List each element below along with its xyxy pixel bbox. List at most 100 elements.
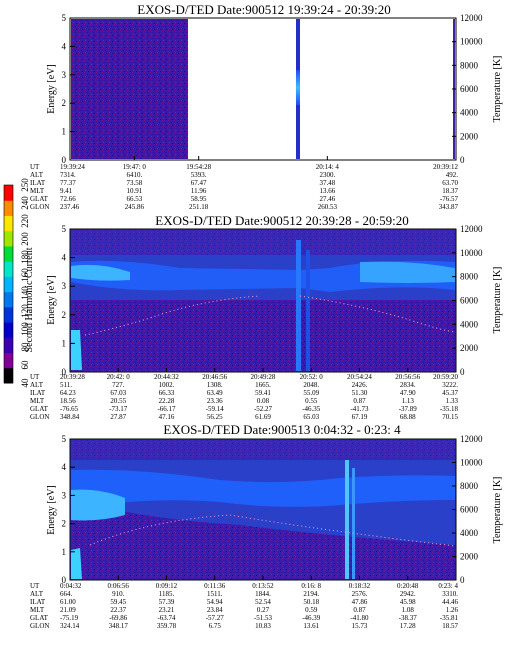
panel-3-temperature-axis: 0 2000 4000 6000 8000 10000 12000: [452, 434, 483, 585]
panel-2-low-energy-region: [71, 300, 455, 371]
orbit-cell-alt: 2834.: [400, 381, 416, 389]
orbit-cell-mlt: 1.33: [446, 397, 459, 405]
orbit-cell-ilat: 55.09: [303, 389, 319, 397]
panel-3-data-stripe-2: [352, 468, 355, 579]
orbit-cell-glat: -41.80: [350, 614, 369, 622]
orbit-cell-ilat: 50.18: [303, 598, 319, 606]
panel-2-ytick-label: 5: [62, 224, 67, 234]
colorbar: 40 60 80 100 120 140 160 180 200 220 240 250 Second…: [3, 178, 35, 388]
orbit-row-name: ILAT: [30, 179, 46, 187]
orbit-cell-ilat: 73.58: [126, 179, 142, 187]
orbit-cell-glat: 66.53: [126, 195, 142, 203]
orbit-cell-glat: -63.74: [157, 614, 176, 622]
orbit-cell-ut: 20:54:24: [347, 373, 372, 381]
panel-2-rtick-label: 6000: [460, 296, 479, 306]
panel-1-rtick-label: 10000: [460, 37, 483, 47]
panel-1-data-stripe-peak: [296, 70, 300, 105]
panel-3-temperature-label: Temperature [K]: [492, 477, 503, 544]
panel-1-temperature-axis: 0 2000 4000 6000 8000 10000 12000: [452, 13, 483, 165]
colorbar-cell: [4, 367, 13, 384]
panel-1-ylabel: Energy [eV]: [46, 64, 57, 114]
orbit-cell-glon: 18.57: [442, 622, 458, 630]
orbit-cell-mlt: 10.91: [126, 187, 142, 195]
orbit-cell-glon: 348.17: [109, 622, 129, 630]
orbit-cell-glon: 70.15: [442, 413, 458, 421]
orbit-cell-ut: 0:04:32: [60, 582, 82, 590]
orbit-cell-alt: 1308.: [207, 381, 223, 389]
orbit-cell-glon: 27.87: [110, 413, 126, 421]
orbit-cell-mlt: 23.84: [207, 606, 223, 614]
colorbar-tick-label: 160: [20, 268, 30, 282]
orbit-cell-glon: 15.73: [352, 622, 368, 630]
orbit-cell-ilat: 44.46: [442, 598, 458, 606]
panel-2-ytick-label: 3: [62, 281, 67, 291]
orbit-cell-mlt: 1.13: [402, 397, 415, 405]
panel-1-ytick-label: 4: [62, 41, 67, 51]
orbit-cell-ilat: 64.23: [60, 389, 76, 397]
orbit-cell-ilat: 37.48: [319, 179, 335, 187]
panel-3-rtick-label: 12000: [460, 434, 483, 444]
orbit-cell-alt: 664.: [60, 590, 73, 598]
panel-3-band: [71, 469, 455, 510]
colorbar-cell: [4, 322, 13, 338]
panel-3-ytick-label: 3: [62, 490, 67, 500]
orbit-cell-mlt: 18.56: [60, 397, 76, 405]
panel-3-ytick-label: 2: [62, 519, 67, 529]
orbit-cell-glon: 17.28: [400, 622, 416, 630]
orbit-cell-glat: -52.27: [254, 405, 273, 413]
orbit-cell-ut: 20:42: 0: [107, 373, 131, 381]
orbit-cell-alt: 2576.: [352, 590, 368, 598]
orbit-cell-ut: 0:16: 8: [301, 582, 321, 590]
orbit-row-name: UT: [30, 582, 40, 590]
panel-1-ytick-label: 0: [62, 155, 67, 165]
colorbar-cell: [4, 215, 13, 232]
colorbar-cell: [4, 245, 13, 262]
orbit-row-name: UT: [30, 373, 40, 381]
panel-3: EXOS-D/TED Date:900513 0:04:32 - 0:23: 4…: [30, 422, 503, 630]
panel-1-rtick-label: 8000: [460, 60, 479, 70]
colorbar-frame: [3, 184, 14, 384]
orbit-row-name: ILAT: [30, 598, 46, 606]
orbit-cell-alt: 2194.: [303, 590, 319, 598]
orbit-cell-glon: 10.83: [255, 622, 271, 630]
orbit-cell-alt: 1511.: [207, 590, 223, 598]
orbit-cell-alt: 511.: [60, 381, 72, 389]
orbit-cell-ut: 20:49:28: [251, 373, 276, 381]
colorbar-tick-label: 80: [20, 342, 30, 352]
colorbar-cell: [4, 276, 13, 293]
orbit-cell-glon: 56.25: [207, 413, 223, 421]
panel-2-ytick-label: 0: [62, 367, 67, 377]
orbit-cell-glon: 348.84: [60, 413, 80, 421]
orbit-cell-glat: -35.18: [440, 405, 459, 413]
orbit-cell-ilat: 77.37: [60, 179, 76, 187]
colorbar-cell: [4, 337, 13, 354]
orbit-cell-ilat: 52.54: [255, 598, 271, 606]
colorbar-tick-label: 140: [20, 286, 30, 300]
colorbar-tick-label: 180: [20, 250, 30, 264]
orbit-cell-glon: 47.16: [159, 413, 175, 421]
panel-2-high-energy-region: [71, 230, 455, 255]
panel-1-temperature-label: Temperature [K]: [492, 56, 503, 123]
orbit-cell-ut: 20:59:20: [433, 373, 458, 381]
orbit-cell-ut: 0:11:36: [204, 582, 226, 590]
orbit-cell-glon: 343.87: [439, 203, 459, 211]
panel-3-data-stripe: [345, 460, 349, 579]
panel-3-low-energy-region: [71, 500, 455, 579]
orbit-row-name: ILAT: [30, 389, 46, 397]
orbit-cell-alt: 492.: [446, 171, 459, 179]
panel-2-title: EXOS-D/TED Date:900512 20:39:28 - 20:59:…: [155, 213, 408, 228]
orbit-cell-ilat: 67.03: [110, 389, 126, 397]
orbit-cell-glon: 65.03: [303, 413, 319, 421]
orbit-cell-mlt: 0.55: [305, 397, 318, 405]
colorbar-tick-label: 60: [20, 360, 30, 370]
orbit-cell-mlt: 0.59: [305, 606, 318, 614]
orbit-cell-ilat: 59.41: [255, 389, 271, 397]
panel-2-ytick-label: 4: [62, 253, 67, 263]
orbit-cell-mlt: 13.66: [319, 187, 335, 195]
colorbar-tick-label: 220: [20, 214, 30, 228]
orbit-cell-ut: 20:39:28: [60, 373, 85, 381]
orbit-cell-glon: 251.18: [189, 203, 209, 211]
panel-2-rtick-label: 10000: [460, 248, 483, 258]
panel-3-ytick-label: 0: [62, 575, 67, 585]
